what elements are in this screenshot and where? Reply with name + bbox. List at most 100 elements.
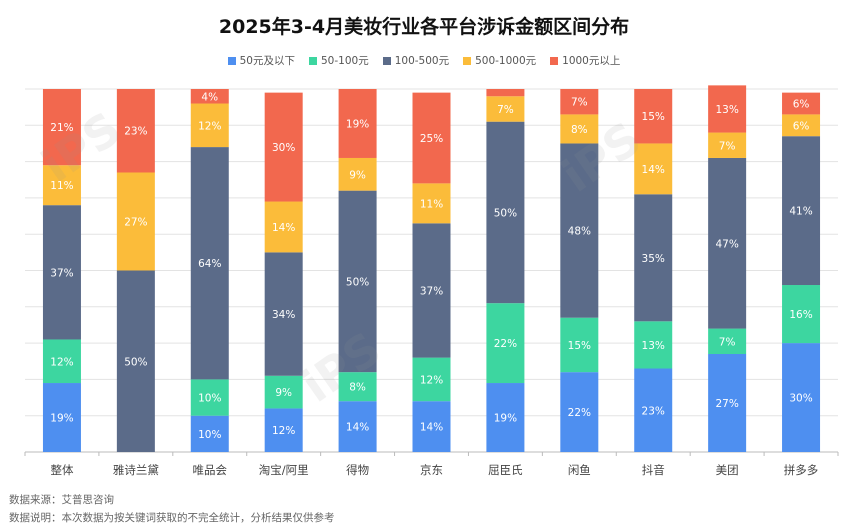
data-label: 14% bbox=[346, 422, 369, 434]
data-label: 22% bbox=[494, 338, 517, 350]
legend-item[interactable]: 50元及以下 bbox=[227, 53, 295, 68]
data-label: 34% bbox=[272, 309, 295, 321]
bar-segment bbox=[42, 89, 81, 166]
data-label: 19% bbox=[494, 413, 517, 425]
bar-segment bbox=[264, 375, 303, 409]
data-label: 23% bbox=[124, 126, 147, 138]
data-label: 7% bbox=[719, 140, 736, 152]
data-label: 30% bbox=[789, 393, 812, 405]
bar-segment bbox=[338, 157, 377, 191]
bar-segment bbox=[708, 85, 747, 133]
x-tick-label: 抖音 bbox=[642, 463, 665, 477]
bar-segment bbox=[782, 136, 821, 286]
bar-segment bbox=[708, 157, 747, 329]
bar-segment bbox=[190, 103, 229, 148]
bar-segment bbox=[338, 401, 377, 452]
bar-segment bbox=[782, 285, 821, 344]
legend-item[interactable]: 100-500元 bbox=[382, 53, 450, 68]
x-tick-label: 美团 bbox=[716, 463, 739, 477]
data-label: 13% bbox=[642, 340, 665, 352]
bar-segment bbox=[42, 165, 81, 206]
data-label: 16% bbox=[789, 309, 812, 321]
footer-notes: 数据来源：艾普思咨询 数据说明：本次数据为按关键词获取的不完全统计，分析结果仅供… bbox=[9, 491, 335, 527]
data-label: 10% bbox=[198, 429, 221, 441]
data-label: 50% bbox=[124, 356, 147, 368]
data-label: 7% bbox=[571, 97, 588, 109]
data-source: 数据来源：艾普思咨询 bbox=[9, 494, 114, 506]
bar-segment bbox=[412, 92, 451, 184]
bar-segment bbox=[560, 114, 599, 144]
data-label: 7% bbox=[497, 104, 514, 116]
data-label: 12% bbox=[198, 120, 221, 132]
data-label: 7% bbox=[719, 336, 736, 348]
data-label: 64% bbox=[198, 258, 221, 270]
bar-segment bbox=[708, 328, 747, 354]
bar-segment bbox=[338, 372, 377, 402]
legend-swatch bbox=[463, 56, 472, 65]
chart-legend: 50元及以下 50-100元 100-500元 500-1000元 1000元以上 bbox=[0, 53, 848, 68]
legend-swatch bbox=[309, 56, 317, 65]
legend-item[interactable]: 50-100元 bbox=[309, 53, 369, 68]
data-label: 12% bbox=[272, 425, 295, 437]
data-label: 22% bbox=[568, 407, 591, 419]
data-label: 15% bbox=[642, 111, 665, 123]
bar-segment bbox=[634, 368, 673, 452]
legend-swatch bbox=[382, 56, 391, 65]
x-tick-label: 闲鱼 bbox=[568, 463, 591, 477]
bar-segment bbox=[560, 143, 599, 318]
data-label: 21% bbox=[50, 122, 73, 134]
x-tick-label: 淘宝/阿里 bbox=[259, 463, 309, 477]
bar-segment bbox=[412, 183, 451, 224]
data-label: 6% bbox=[793, 120, 810, 132]
legend-label: 1000元以上 bbox=[562, 55, 621, 67]
data-label: 30% bbox=[272, 142, 295, 154]
data-label: 19% bbox=[346, 118, 369, 130]
bar-segment bbox=[190, 379, 229, 416]
data-label: 6% bbox=[793, 99, 810, 111]
bar-segment bbox=[190, 147, 229, 380]
data-label: 25% bbox=[420, 133, 443, 145]
bar-segment bbox=[782, 92, 821, 115]
stacked-bar-chart: 19% 12% 37% 11% 21% 整体 50% 27% 23% 雅诗兰黛 10% 10% 64% 1… bbox=[24, 85, 839, 477]
bar-segment bbox=[42, 205, 81, 340]
x-tick-label: 雅诗兰黛 bbox=[113, 463, 159, 477]
chart-title: 2025年3-4月美妆行业各平台涉诉金额区间分布 bbox=[218, 16, 630, 38]
bar-segment bbox=[560, 372, 599, 452]
data-label: 10% bbox=[198, 393, 221, 405]
data-label: 4% bbox=[201, 91, 218, 103]
data-label: 14% bbox=[642, 164, 665, 176]
bar-segment bbox=[264, 92, 303, 202]
data-label: 50% bbox=[346, 276, 369, 288]
data-label: 8% bbox=[571, 124, 588, 136]
bar-segment bbox=[264, 252, 303, 376]
bar-segment bbox=[486, 383, 525, 452]
bar-segment bbox=[412, 223, 451, 358]
x-tick-label: 屈臣氏 bbox=[488, 463, 523, 477]
bar-segment bbox=[486, 89, 525, 97]
bar-segment bbox=[782, 343, 821, 452]
bar-segment bbox=[264, 201, 303, 253]
data-label: 14% bbox=[272, 222, 295, 234]
legend-item[interactable]: 500-1000元 bbox=[463, 53, 536, 68]
data-label: 8% bbox=[349, 382, 366, 394]
bar-segment bbox=[708, 353, 747, 452]
x-tick-label: 整体 bbox=[50, 463, 73, 477]
x-tick-label: 得物 bbox=[346, 463, 369, 477]
data-label: 13% bbox=[715, 104, 738, 116]
bar-segment bbox=[634, 143, 673, 195]
bar-segment bbox=[486, 303, 525, 384]
bar-segment bbox=[264, 408, 303, 452]
data-label: 23% bbox=[642, 405, 665, 417]
data-label: 41% bbox=[789, 206, 812, 218]
bar-segment bbox=[634, 89, 673, 144]
legend-label: 100-500元 bbox=[394, 55, 450, 67]
bar-segment bbox=[42, 339, 81, 384]
bar-segment bbox=[782, 114, 821, 137]
legend-label: 500-1000元 bbox=[475, 55, 537, 67]
legend-swatch bbox=[227, 56, 236, 65]
bar-segment bbox=[42, 383, 81, 452]
legend-item[interactable]: 1000元以上 bbox=[550, 53, 620, 68]
bar-segment bbox=[486, 96, 525, 122]
bar-segment bbox=[338, 89, 377, 158]
bar-segment bbox=[486, 121, 525, 304]
